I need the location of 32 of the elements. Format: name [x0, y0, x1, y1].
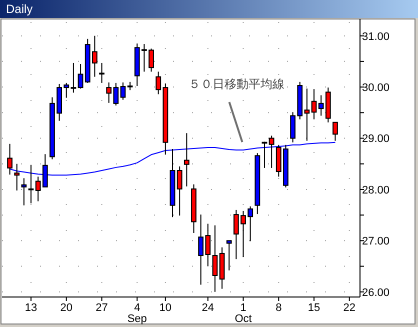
y-tick-label: 31.00: [362, 30, 390, 43]
candlestick: [268, 135, 274, 168]
candlestick: [21, 178, 27, 206]
candlestick: [184, 132, 190, 187]
x-tick-label: 27: [96, 302, 108, 314]
y-tick-label: 27.00: [362, 236, 390, 248]
candlestick: [7, 143, 12, 176]
candlestick: [212, 224, 218, 292]
x-tick-label: 13: [24, 302, 38, 314]
candlestick: [14, 163, 20, 191]
y-tick-label: 29.00: [362, 133, 390, 146]
x-tick-label: 1 Oct: [234, 302, 252, 325]
candlestick: [311, 88, 317, 120]
x-tick-label: 8: [276, 302, 282, 314]
candlestick: [70, 62, 76, 94]
annotation: ５０日移動平均線: [188, 77, 284, 92]
x-tick-label: 15: [308, 302, 320, 314]
candlestick: [176, 166, 182, 216]
candlestick: [226, 240, 232, 271]
candlestick: [99, 62, 104, 84]
y-tick-label: 26.00: [362, 286, 390, 299]
chart-title: Daily: [6, 2, 33, 16]
y-tick-label: 28.00: [362, 184, 390, 196]
y-tick-label: 30.00: [362, 82, 390, 94]
candlestick: [120, 82, 126, 100]
candlestick: [332, 122, 338, 142]
x-tick-label: 24: [202, 302, 214, 314]
candlestick: [78, 63, 84, 90]
x-tick-label: 4 Sep: [127, 302, 147, 325]
x-tick-label: 20: [60, 302, 73, 314]
x-tick-label: 22: [343, 302, 356, 314]
x-tick-label: 10: [159, 302, 172, 314]
